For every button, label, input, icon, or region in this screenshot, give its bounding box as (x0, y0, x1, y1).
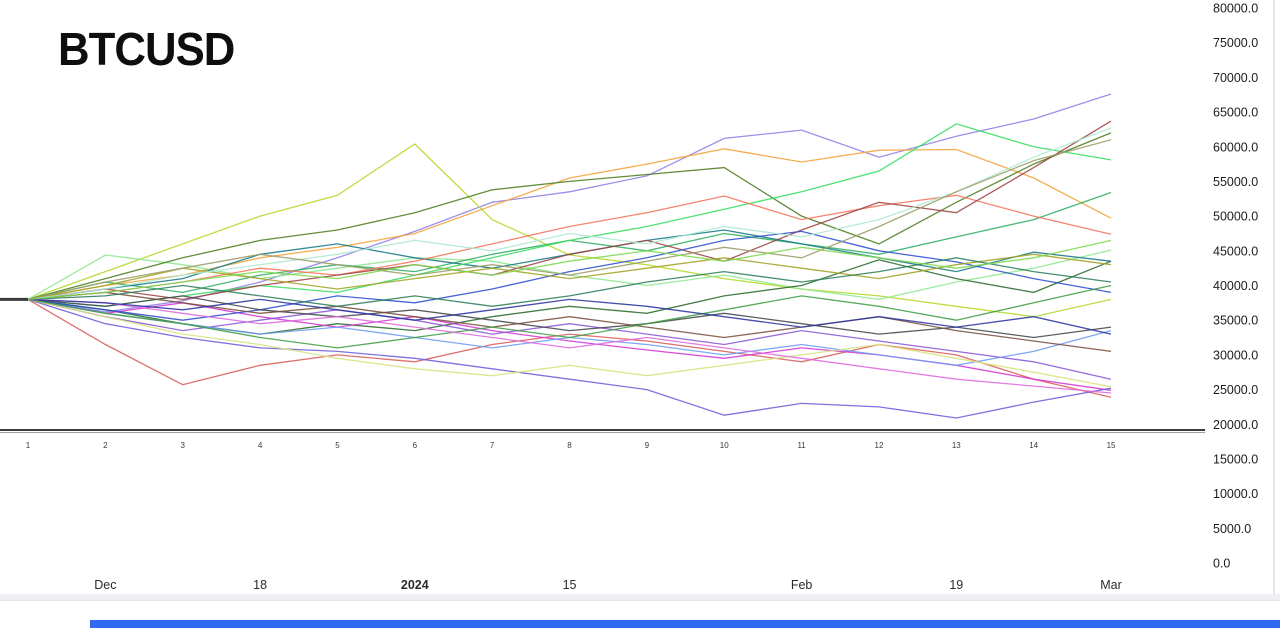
x-minor-tick-label: 4 (258, 441, 263, 450)
x-minor-tick-label: 10 (720, 441, 729, 450)
symbol-title: BTCUSD (58, 23, 235, 75)
y-price-label[interactable]: 80000.0 (1213, 2, 1258, 16)
sim-darkolive (27, 132, 1112, 301)
x-minor-tick-label: 8 (567, 441, 572, 450)
y-price-label[interactable]: 75000.0 (1213, 36, 1258, 50)
x-minor-tick-label: 7 (490, 441, 495, 450)
sim-salmon (27, 194, 1112, 301)
sim-palemint (27, 127, 1112, 301)
y-price-label[interactable]: 30000.0 (1213, 348, 1258, 362)
y-price-label[interactable]: 35000.0 (1213, 314, 1258, 328)
sim-brown (27, 291, 1112, 353)
x-date-label[interactable]: Feb (791, 578, 813, 592)
x-minor-tick-label: 2 (103, 441, 108, 450)
x-minor-tick-label: 11 (797, 441, 806, 450)
sim-grayolive (27, 139, 1112, 301)
sim-orchid (27, 298, 1112, 394)
y-price-label[interactable]: 40000.0 (1213, 279, 1258, 293)
x-minor-tick-label: 9 (645, 441, 650, 450)
sim-brick (27, 120, 1112, 301)
y-price-label[interactable]: 25000.0 (1213, 383, 1258, 397)
x-date-label[interactable]: Mar (1100, 578, 1122, 592)
x-minor-tick-label: 14 (1029, 441, 1038, 450)
x-minor-tick-label: 15 (1107, 441, 1116, 450)
x-minor-tick-label: 12 (875, 441, 884, 450)
y-price-label[interactable]: 10000.0 (1213, 487, 1258, 501)
x-minor-tick-label: 5 (335, 441, 340, 450)
y-price-label[interactable]: 45000.0 (1213, 244, 1258, 258)
x-date-label[interactable]: 15 (563, 578, 577, 592)
y-price-label[interactable]: 50000.0 (1213, 210, 1258, 224)
sim-darkgray (27, 295, 1112, 339)
x-date-label[interactable]: Dec (94, 578, 116, 592)
y-price-label[interactable]: 15000.0 (1213, 452, 1258, 466)
x-minor-tick-label: 13 (952, 441, 961, 450)
sim-forestteal (27, 257, 1112, 307)
x-date-label[interactable]: 18 (253, 578, 267, 592)
y-price-label[interactable]: 20000.0 (1213, 418, 1258, 432)
x-minor-tick-label: 3 (180, 441, 185, 450)
x-minor-tick-label: 6 (413, 441, 418, 450)
y-price-label[interactable]: 55000.0 (1213, 175, 1258, 189)
sim-red (27, 298, 1112, 398)
sim-violet (27, 298, 1112, 380)
sim-chartreuse (27, 143, 1112, 318)
sim-magenta (27, 298, 1112, 391)
bottom-separator-strip (0, 594, 1280, 601)
sim-springgreen (27, 123, 1112, 307)
y-price-label[interactable]: 0.0 (1213, 557, 1230, 571)
y-price-label[interactable]: 5000.0 (1213, 522, 1251, 536)
y-price-label[interactable]: 60000.0 (1213, 140, 1258, 154)
sim-paleyellow (27, 298, 1112, 388)
sim-lime (27, 239, 1112, 301)
sim-mediumgreen (27, 284, 1112, 349)
bottom-blue-bar (90, 620, 1280, 628)
x-minor-tick-label: 1 (26, 441, 31, 450)
y-price-label[interactable]: 70000.0 (1213, 71, 1258, 85)
sim-navy (27, 298, 1112, 335)
y-price-label[interactable]: 65000.0 (1213, 106, 1258, 120)
x-date-label[interactable]: 2024 (401, 578, 429, 592)
sim-slateblue (27, 298, 1112, 419)
x-date-label[interactable]: 19 (949, 578, 963, 592)
